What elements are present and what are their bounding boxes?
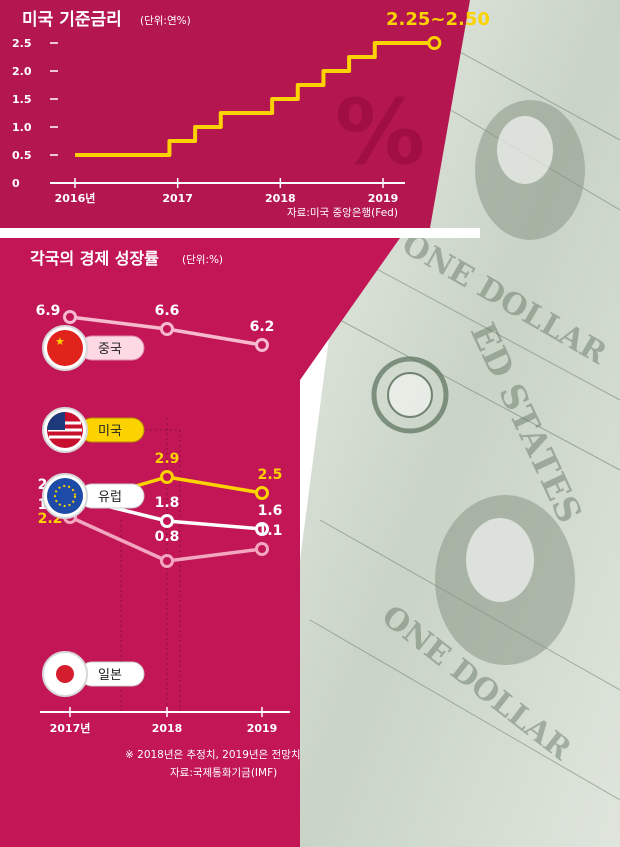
data-point-일본	[160, 554, 174, 568]
data-label-중국: 6.2	[250, 319, 275, 335]
bottom-x-tick-label: 2019	[247, 722, 278, 735]
legend-usa: 미국	[42, 407, 145, 453]
top-chart-unit: (단위:연%)	[140, 14, 191, 27]
top-chart-title: 미국 기준금리	[22, 10, 122, 30]
legend-china-label: 중국	[98, 342, 122, 357]
data-point-중국	[255, 338, 269, 352]
bottom-panel-extension	[290, 380, 300, 760]
eu-flag-icon	[42, 473, 88, 519]
top-x-tick-label: 2016년	[55, 191, 96, 205]
data-label-미국: 2.5	[258, 467, 283, 483]
legend-china: 중국 ★	[42, 325, 145, 371]
bottom-chart-note: ※ 2018년은 추정치, 2019년은 전망치	[125, 749, 301, 761]
top-y-tick-label: 0	[12, 177, 20, 190]
top-y-tick-label: 2.5	[12, 37, 32, 50]
data-label-유럽: 1.8	[155, 495, 180, 511]
bottom-x-tick-label: 2017년	[50, 721, 91, 735]
arrow-head	[0, 738, 300, 847]
top-y-tick-label: 0.5	[12, 149, 32, 162]
data-label-유럽: 1.6	[258, 503, 283, 519]
china-flag-icon: ★	[42, 325, 88, 371]
legend-eu: 유럽	[42, 473, 145, 519]
data-point-중국	[63, 310, 77, 324]
data-point-미국	[255, 486, 269, 500]
bottom-x-tick-label: 2018	[152, 722, 183, 735]
bottom-chart: 각국의 경제 성장률 (단위:%) 6.96.66.22.22.92.52.41…	[30, 249, 301, 779]
japan-flag-icon	[42, 651, 88, 697]
legend-eu-label: 유럽	[98, 490, 122, 505]
data-point-미국	[160, 470, 174, 484]
top-chart: 미국 기준금리 (단위:연%) % 0 0.5 1.0 1.5 2.0 2.5 2016년…	[12, 9, 490, 219]
data-label-중국: 6.9	[36, 303, 61, 319]
data-point-중국	[160, 322, 174, 336]
legend-japan: 일본	[42, 651, 145, 697]
data-label-일본: 1.1	[258, 523, 283, 539]
data-point-유럽	[160, 514, 174, 528]
bottom-chart-source: 자료:국제통화기금(IMF)	[170, 767, 277, 779]
top-x-tick-label: 2018	[265, 192, 296, 205]
top-y-tick-label: 1.0	[12, 121, 32, 134]
data-point-유럽	[255, 522, 269, 536]
legend-japan-label: 일본	[98, 668, 122, 683]
fed-rate-step-line	[75, 41, 435, 157]
top-y-tick-label: 2.0	[12, 65, 32, 78]
top-x-tick-label: 2019	[368, 192, 399, 205]
top-x-tick-label: 2017	[162, 192, 193, 205]
data-point-일본	[255, 542, 269, 556]
top-y-tick-label: 1.5	[12, 93, 32, 106]
percent-icon: %	[335, 80, 425, 185]
top-chart-source: 자료:미국 중앙은행(Fed)	[287, 207, 398, 219]
bottom-chart-title: 각국의 경제 성장률	[30, 249, 159, 268]
fed-rate-highlight-label: 2.25~2.50	[386, 9, 490, 30]
usa-flag-icon	[42, 407, 88, 453]
legend-usa-label: 미국	[98, 424, 122, 439]
fed-rate-end-point	[427, 36, 442, 50]
svg-text:★: ★	[55, 335, 65, 348]
data-label-일본: 0.8	[155, 529, 180, 545]
data-label-미국: 2.9	[155, 451, 180, 467]
bottom-chart-unit: (단위:%)	[182, 253, 223, 266]
data-label-중국: 6.6	[155, 303, 180, 319]
